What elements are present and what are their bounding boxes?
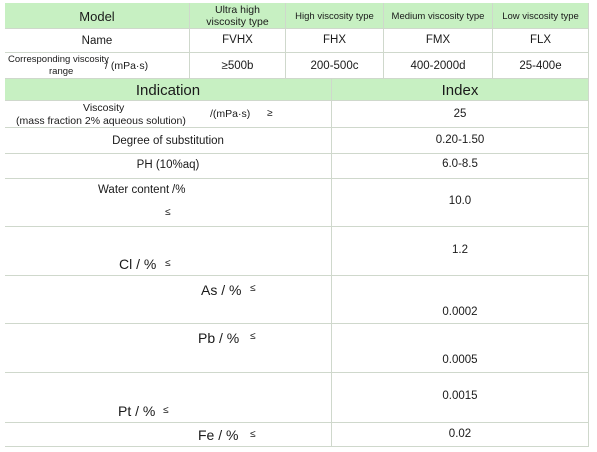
spec-label: Pb / % [198,330,240,346]
spec-label: PH (10%aq) [136,159,200,171]
spec-label-cell: As / % ≤ [5,276,332,324]
spec-value: 6.0-8.5 [442,158,478,170]
range-cell: 25-400e [493,53,589,79]
spec-symbol: ≤ [165,207,171,218]
range-value: 200-500c [310,60,359,72]
range-cell: ≥500b [190,53,286,79]
range-cell: 400-2000d [384,53,493,79]
spec-label: Fe / % [198,427,239,443]
spec-value-cell: 6.0-8.5 [332,154,589,179]
range-unit: / (mPa·s) [105,60,149,72]
spec-value: 0.20-1.50 [435,134,485,146]
spec-symbol: ≤ [250,429,256,440]
spec-label-cell: Pt / % ≤ [5,373,332,423]
spec-label: Pt / % [118,403,156,419]
spec-header-indication: Indication [135,82,201,99]
name-cell: FMX [384,29,493,53]
name-value: FHX [323,34,346,46]
name-label-cell: Name [5,29,190,53]
spec-value-cell: 1.2 [332,227,589,276]
spec-symbol: ≤ [165,258,171,269]
spec-value: 25 [453,108,467,120]
name-cell: FLX [493,29,589,53]
header-ultra-cell: Ultra high viscosity type [190,3,286,29]
header-medium: Medium viscosity type [391,11,485,22]
spec-label-cell: Cl / % ≤ [5,227,332,276]
spec-label: Degree of substitution [112,135,224,147]
spec-value-cell: 0.0002 [332,276,589,324]
header-medium-cell: Medium viscosity type [384,3,493,29]
header-low-cell: Low viscosity type [493,3,589,29]
header-model-cell: Model [5,3,190,29]
range-cell: 200-500c [286,53,384,79]
header-high-cell: High viscosity type [286,3,384,29]
spec-unit: /% [172,184,186,196]
name-value: FVHX [222,34,253,46]
spec-value: 1.2 [452,244,468,256]
spec-header-index-cell: Index [332,79,589,101]
spec-label-cell: Viscosity (mass fraction 2% aqueous solu… [5,101,332,128]
spec-symbol: ≥ [267,108,273,119]
spec-symbol: ≤ [250,331,256,342]
range-value: ≥500b [221,60,254,72]
spec-header-index: Index [441,82,479,99]
spec-label-cell: Degree of substitution [5,128,332,154]
spec-value: 0.02 [448,428,472,440]
spec-label: Water content [98,184,170,196]
spec-label: Cl / % [119,256,157,272]
name-label: Name [81,35,113,47]
range-label-line2: range [49,66,74,77]
spec-value-cell: 0.20-1.50 [332,128,589,154]
spec-label-cell: Pb / % ≤ [5,324,332,373]
range-label-cell: Corresponding viscosity range / (mPa·s) [5,53,190,79]
spec-label-cell: PH (10%aq) [5,154,332,179]
spec-value-cell: 25 [332,101,589,128]
name-cell: FHX [286,29,384,53]
spec-header-indication-cell: Indication [5,79,332,101]
spec-value-cell: 0.02 [332,423,589,447]
spec-label-viscosity-sub: (mass fraction 2% aqueous solution) [16,115,186,127]
spec-value-cell: 0.0015 [332,373,589,423]
spec-value: 0.0015 [442,390,478,402]
header-ultra-line2: viscosity type [206,16,269,28]
spec-unit: /(mPa·s) [210,108,251,120]
spec-symbol: ≤ [250,283,256,294]
name-cell: FVHX [190,29,286,53]
range-label-line1: Corresponding viscosity [8,54,109,65]
spec-value: 0.0002 [442,306,478,318]
spec-label-cell: Water content /% ≤ [5,179,332,227]
spec-value-cell: 0.0005 [332,324,589,373]
spec-symbol: ≤ [163,405,169,416]
name-value: FLX [529,34,552,46]
range-value: 25-400e [519,60,562,72]
spec-label-viscosity: Viscosity [83,102,125,114]
name-value: FMX [425,34,451,46]
header-low: Low viscosity type [502,11,579,22]
spec-value: 10.0 [448,195,472,207]
header-ultra-line1: Ultra high [215,4,260,16]
header-high: High viscosity type [295,11,374,22]
header-model: Model [79,9,115,24]
range-value: 400-2000d [410,60,466,72]
spec-value-cell: 10.0 [332,179,589,227]
spec-value: 0.0005 [442,354,478,366]
spec-label-cell: Fe / % ≤ [5,423,332,447]
spec-label: As / % [201,282,242,298]
